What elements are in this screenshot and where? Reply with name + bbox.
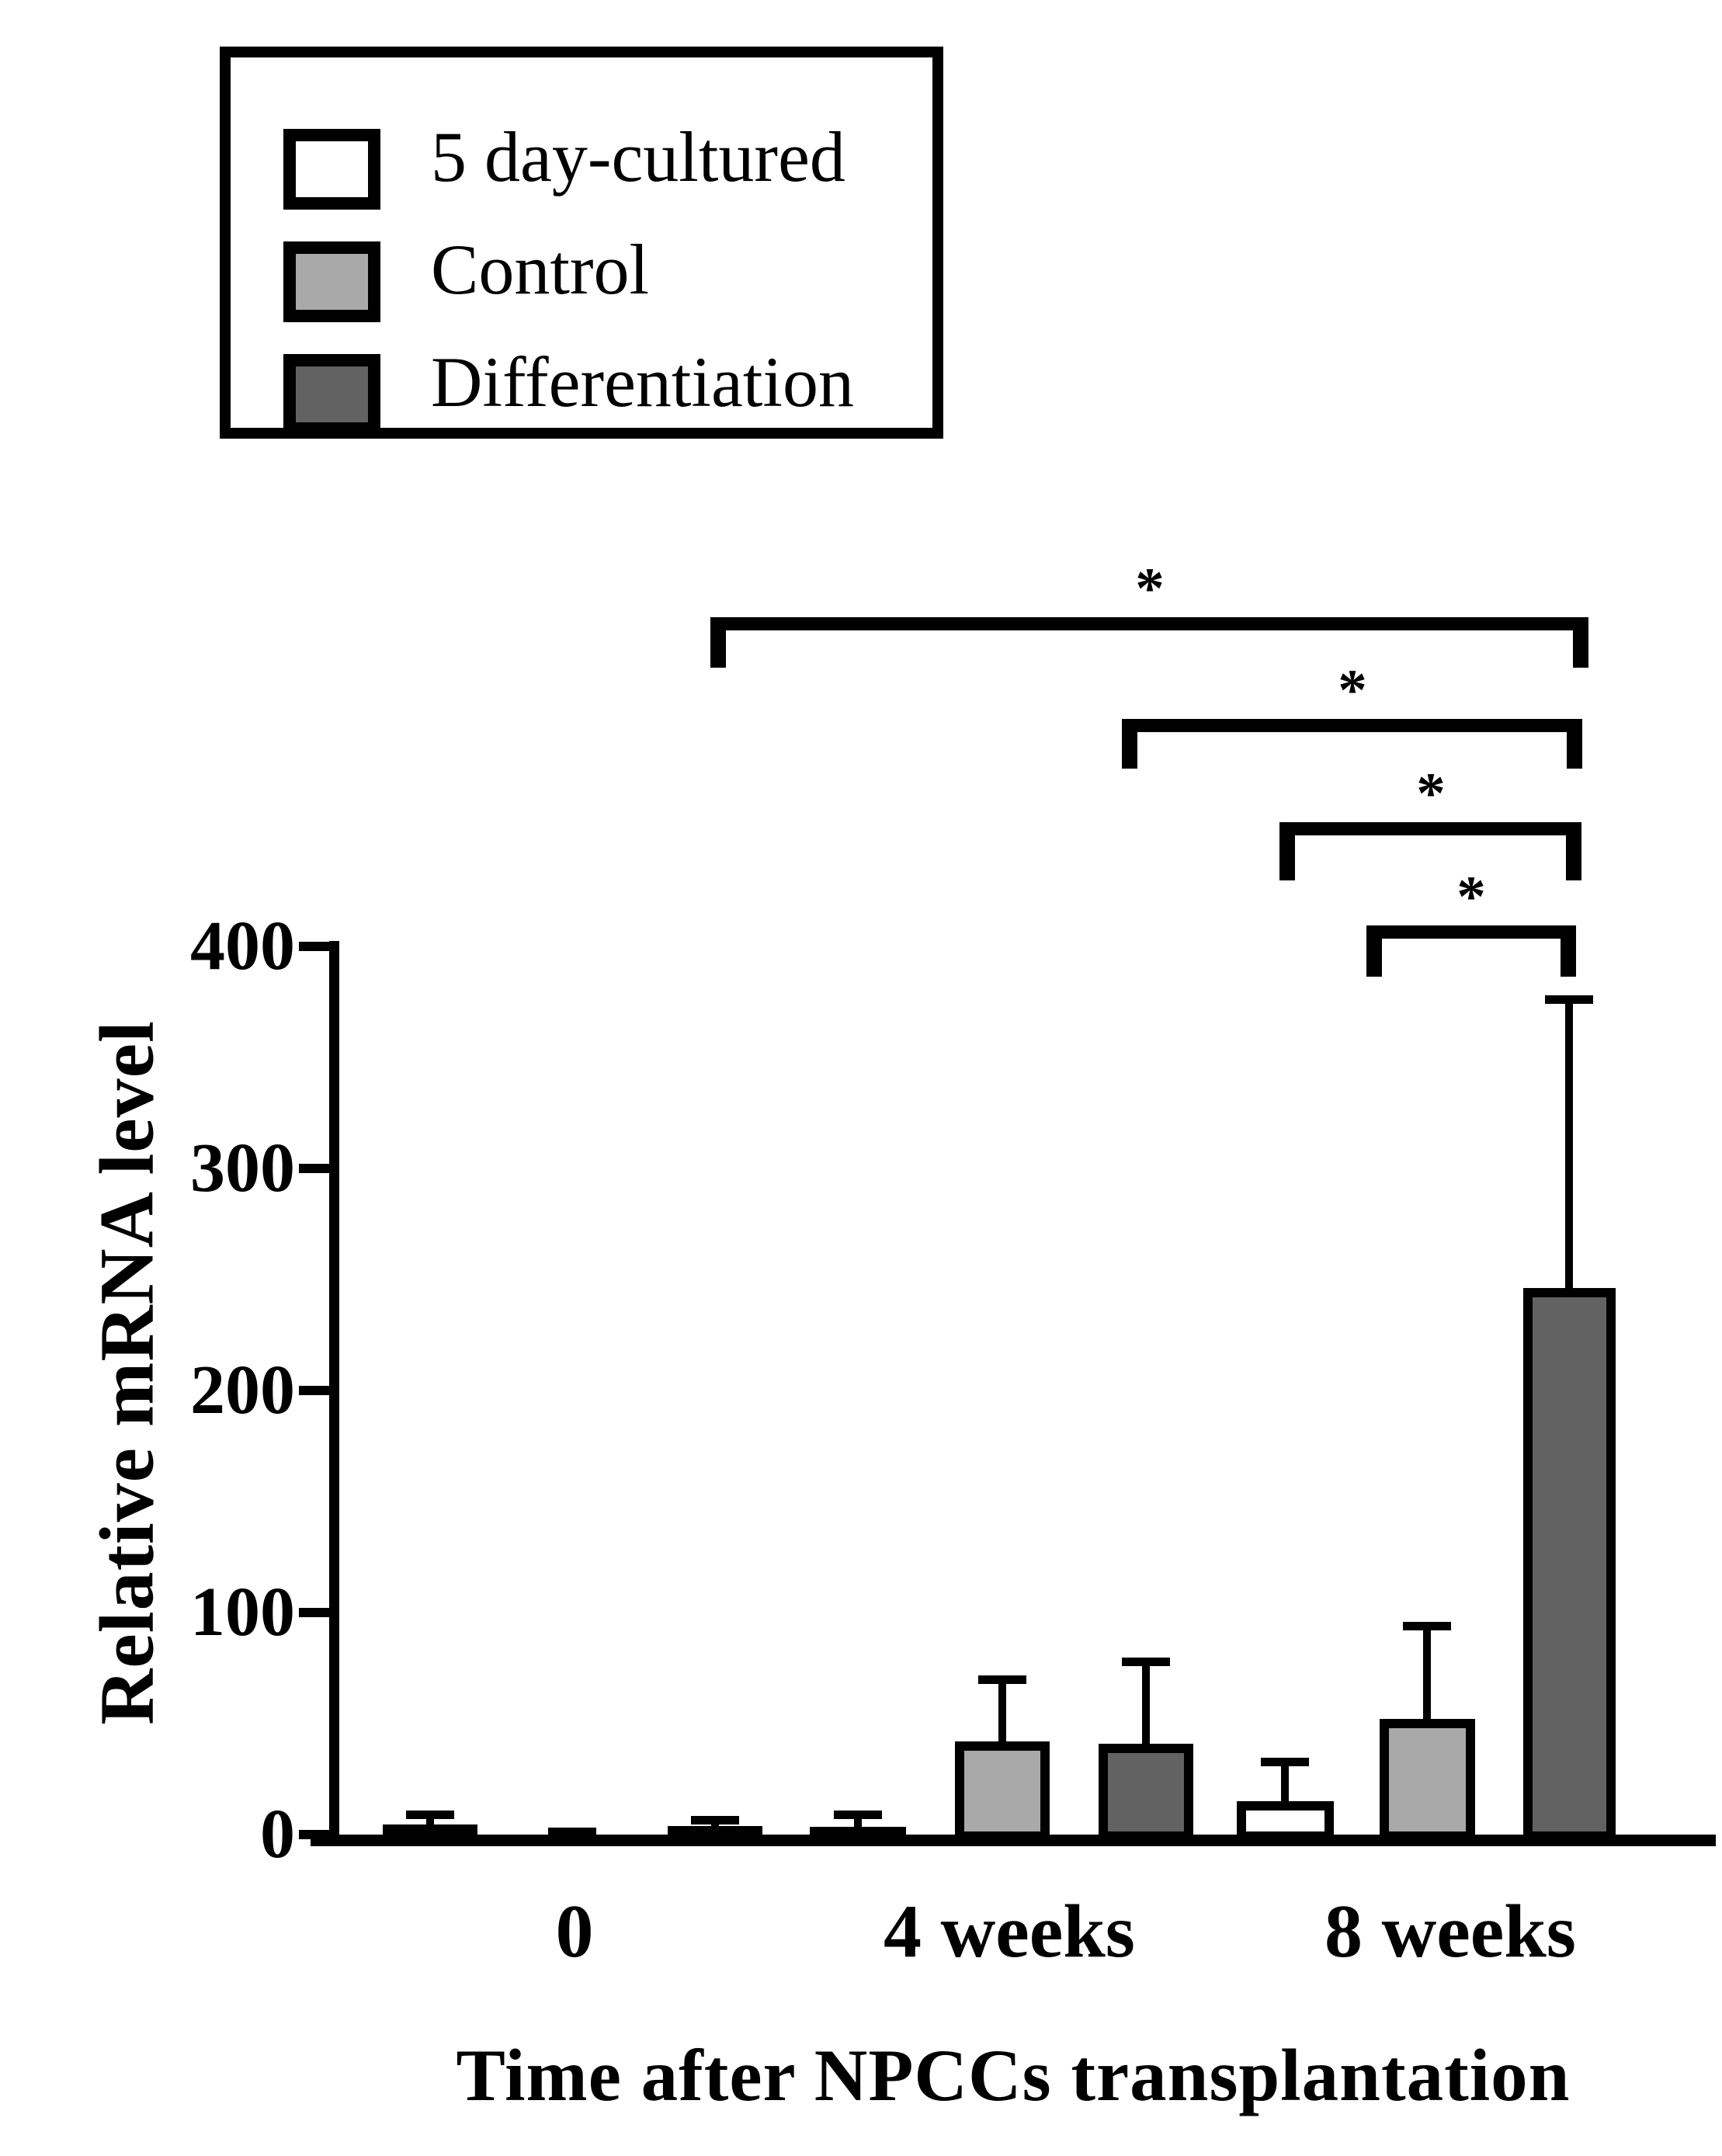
- significance-bracket-right-end: [1567, 719, 1582, 769]
- significance-bracket-left-end: [1366, 925, 1382, 977]
- y-axis-line: [329, 941, 339, 1846]
- y-axis-tick-label: 0: [260, 1796, 295, 1873]
- error-bar-cap: [1261, 1758, 1309, 1766]
- bar-fill: [1108, 1753, 1184, 1831]
- x-category-label-4-weeks: 4 weeks: [884, 1890, 1135, 1974]
- error-bar-cap: [1403, 1622, 1451, 1630]
- bar-fill: [1533, 1297, 1606, 1831]
- significance-bracket-left-end: [710, 617, 726, 668]
- x-axis-title: Time after NPCCs transplantation: [456, 2034, 1571, 2116]
- significance-asterisk: *: [1135, 557, 1165, 621]
- y-axis-tick-label: 400: [190, 908, 295, 984]
- error-bar-stem: [1565, 999, 1573, 1288]
- significance-asterisk: *: [1456, 865, 1486, 929]
- bar-8weeks-Differentiation: [1523, 1288, 1616, 1841]
- significance-bracket: [1279, 822, 1581, 835]
- y-axis-tick-label: 300: [190, 1130, 295, 1206]
- legend-label-Control: Control: [431, 230, 650, 309]
- bar-4weeks-Control: [955, 1741, 1050, 1841]
- error-bar-stem: [1423, 1626, 1431, 1719]
- bar-fill: [964, 1751, 1040, 1831]
- bar-fill: [1246, 1811, 1324, 1831]
- significance-bracket-right-end: [1566, 822, 1581, 880]
- y-axis-tick-label: 100: [190, 1574, 295, 1651]
- legend-swatch-Differentiation: [283, 354, 380, 435]
- error-bar-cap: [1545, 995, 1593, 1004]
- bar-8weeks-5-day-cultured: [1237, 1801, 1334, 1841]
- y-axis-tick: [299, 1386, 329, 1395]
- significance-bracket-right-end: [1561, 925, 1576, 977]
- error-bar-stem: [998, 1679, 1006, 1741]
- bar-0-Differentiation: [668, 1826, 762, 1841]
- bar-fill: [1389, 1728, 1466, 1831]
- legend: 5 day-cultured Control Differentiation: [220, 47, 943, 439]
- bar-0-Control: [548, 1828, 596, 1841]
- significance-bracket-left-end: [1279, 822, 1295, 880]
- x-category-label-0: 0: [555, 1890, 594, 1974]
- error-bar-stem: [1142, 1661, 1150, 1744]
- y-axis-tick: [299, 1608, 329, 1617]
- legend-label-Differentiation: Differentiation: [431, 342, 854, 422]
- significance-asterisk: *: [1338, 658, 1367, 723]
- significance-bracket: [710, 617, 1588, 630]
- error-bar-stem: [854, 1814, 862, 1827]
- y-axis-tick: [299, 942, 329, 951]
- y-axis-tick: [299, 1830, 329, 1839]
- bar-8weeks-Control: [1380, 1719, 1475, 1841]
- y-axis-tick-label: 200: [190, 1352, 295, 1429]
- significance-bracket: [1122, 719, 1582, 732]
- error-bar-stem: [426, 1814, 434, 1824]
- error-bar-cap: [406, 1811, 454, 1819]
- error-bar-cap: [691, 1816, 739, 1824]
- error-bar-cap: [834, 1811, 882, 1819]
- significance-bracket-right-end: [1573, 617, 1588, 668]
- error-bar-cap: [978, 1675, 1026, 1684]
- bar-0-5-day-cultured: [383, 1824, 477, 1841]
- legend-swatch-Control: [283, 241, 380, 322]
- bar-4weeks-5-day-cultured: [810, 1827, 906, 1841]
- significance-asterisk: *: [1416, 762, 1446, 826]
- x-category-label-8-weeks: 8 weeks: [1324, 1890, 1576, 1974]
- legend-swatch-5-day-cultured: [283, 129, 380, 210]
- error-bar-cap: [1122, 1658, 1170, 1666]
- legend-label-5-day-cultured: 5 day-cultured: [431, 117, 845, 196]
- significance-bracket: [1366, 925, 1576, 939]
- significance-bracket-left-end: [1122, 719, 1137, 769]
- error-bar-stem: [1281, 1762, 1289, 1801]
- y-axis-tick: [299, 1164, 329, 1173]
- bar-4weeks-Differentiation: [1099, 1744, 1193, 1841]
